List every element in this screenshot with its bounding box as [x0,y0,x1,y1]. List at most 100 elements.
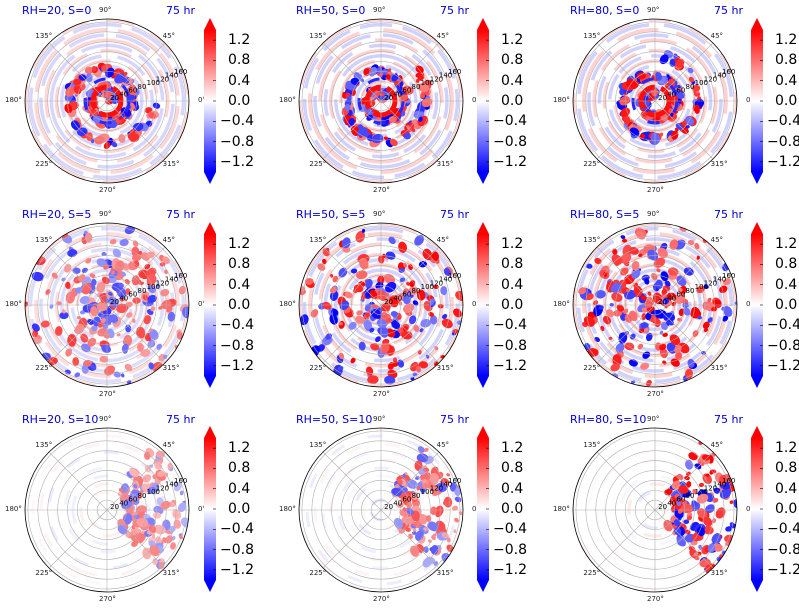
panel-title: RH=50, S=0 [296,4,366,17]
radial-tick-label: 20 [658,503,667,511]
angle-tick-label: 135° [35,32,53,41]
radial-tick-label: 80 [138,492,147,500]
colorbar-tick-label: −1.2 [220,561,254,578]
panel-time: 75 hr [166,413,195,426]
angle-tick-label: 45° [162,441,176,450]
radial-tick-label: 20 [658,94,667,102]
angle-tick-label: 315° [162,363,180,372]
radial-tick-label: 80 [138,83,147,91]
angle-tick-label: 90° [373,6,386,14]
angle-tick-label: 225° [35,363,53,372]
panel-title: RH=20, S=0 [22,4,92,17]
colorbar-tick-label: −0.4 [767,317,799,334]
radial-tick-label: 160 [722,272,735,280]
angle-tick-label: 315° [710,568,728,577]
panel-title: RH=50, S=5 [296,208,366,221]
colorbar-tick-label: −1.2 [493,561,527,578]
radial-tick-label: 80 [686,492,695,500]
radial-tick-label: 160 [722,477,735,485]
colorbar-tick-label: −0.4 [220,521,254,538]
colorbar-tick-label: −0.4 [493,113,527,130]
radial-tick-label: 100 [421,79,434,87]
angle-tick-label: 90° [647,6,660,14]
angle-tick-label: 315° [436,363,454,372]
angle-tick-label: 180° [5,300,22,308]
angle-tick-label: 180° [279,505,296,513]
radial-tick-label: 60 [128,291,137,299]
angle-tick-label: 135° [583,32,601,41]
radial-tick-label: 160 [448,68,461,76]
colorbar-tick-label: 0.0 [228,297,251,313]
angle-tick-label: 180° [553,300,570,308]
radial-tick-label: 100 [695,283,708,291]
angle-tick-label: 0° [472,505,480,513]
radial-tick-label: 100 [147,283,160,291]
colorbar-tick-label: 0.4 [228,276,251,293]
colorbar-tick-label: 1.2 [501,32,524,49]
colorbar-tick-label: 0.4 [775,480,798,497]
angle-tick-label: 225° [309,568,327,577]
radial-tick-label: 140 [165,72,178,80]
radial-tick-label: 120 [704,484,717,492]
colorbar-tick-label: −0.8 [767,541,799,558]
radial-tick-label: 20 [384,503,393,511]
colorbar-tick-label: 0.4 [501,480,524,497]
radial-tick-label: 80 [686,83,695,91]
radial-tick-label: 40 [119,294,128,302]
radial-tick-label: 160 [174,477,187,485]
radial-tick-label: 60 [676,291,685,299]
panel-time: 75 hr [440,4,469,17]
radial-tick-label: 80 [412,492,421,500]
radial-tick-label: 20 [110,298,119,306]
radial-tick-label: 100 [421,488,434,496]
angle-tick-label: 0° [472,96,480,104]
angle-tick-label: 45° [710,236,724,245]
colorbar-tick-label: 0.0 [501,501,524,517]
radial-tick-label: 40 [667,90,676,98]
colorbar-tick-label: 0.4 [501,72,524,89]
colorbar-tick-label: 0.0 [775,501,798,517]
radial-tick-label: 60 [402,87,411,95]
colorbar-tick-label: −0.4 [767,113,799,130]
colorbar-tick-label: −0.4 [493,521,527,538]
colorbar [751,426,763,592]
colorbar-tick-label: 0.8 [775,256,798,273]
colorbar [204,426,216,592]
colorbar-tick-label: −1.2 [767,561,799,578]
angle-tick-label: 135° [309,32,327,41]
radial-tick-label: 160 [174,68,187,76]
angle-tick-label: 0° [198,96,206,104]
radial-tick-label: 120 [156,279,169,287]
colorbar-tick-label: 0.0 [228,501,251,517]
radial-tick-label: 20 [110,94,119,102]
radial-tick-label: 60 [402,291,411,299]
angle-tick-label: 315° [162,568,180,577]
colorbar [204,222,216,388]
angle-tick-label: 270° [647,595,664,603]
panel-time: 75 hr [714,4,743,17]
radial-tick-label: 120 [156,75,169,83]
radial-tick-label: 160 [722,68,735,76]
radial-tick-label: 20 [384,94,393,102]
panel-time: 75 hr [440,208,469,221]
panel-title: RH=20, S=10 [22,413,99,426]
radial-tick-label: 160 [448,477,461,485]
radial-tick-label: 20 [384,298,393,306]
radial-tick-label: 120 [430,75,443,83]
angle-tick-label: 270° [647,186,664,194]
colorbar-tick-label: 0.8 [228,256,251,273]
colorbar [477,18,489,184]
radial-tick-label: 80 [412,287,421,295]
panel-time: 75 hr [166,208,195,221]
colorbar-tick-label: −0.8 [767,337,799,354]
colorbar-tick-label: −0.8 [493,337,527,354]
colorbar-tick-label: 0.0 [501,297,524,313]
panel-title: RH=80, S=10 [570,413,647,426]
colorbar-tick-label: 0.8 [501,52,524,69]
